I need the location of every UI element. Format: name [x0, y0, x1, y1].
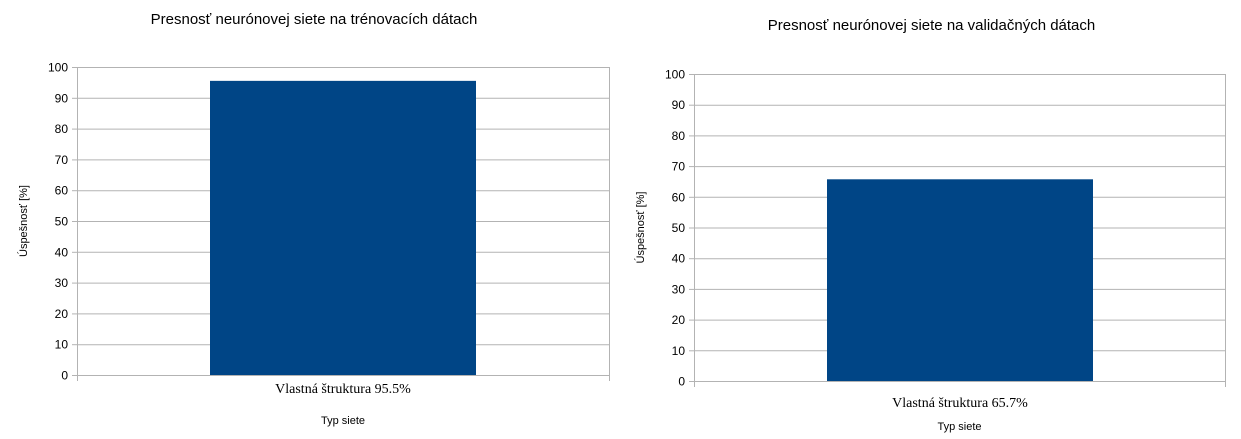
y-axis-title: Úspešnosť [%]: [17, 185, 30, 257]
y-tick-label: 90: [672, 98, 686, 112]
x-axis-title: Typ siete: [321, 415, 365, 427]
chart-title: Presnosť neurónovej siete na trénovacích…: [150, 11, 478, 28]
y-tick-label: 100: [48, 61, 68, 75]
y-tick-label: 60: [55, 184, 69, 198]
y-tick-label: 40: [55, 245, 69, 259]
y-tick-label: 60: [672, 190, 686, 204]
y-axis-title: Úspešnosť [%]: [634, 192, 647, 264]
y-tick-label: 50: [55, 215, 69, 229]
y-tick-label: 30: [55, 276, 69, 290]
chart-title: Presnosť neurónovej siete na validačných…: [767, 17, 1096, 34]
y-tick-label: 100: [665, 68, 685, 82]
x-category-label: Vlastná štruktura 65.7%: [892, 396, 1028, 411]
y-tick-label: 90: [55, 91, 69, 105]
y-tick-label: 70: [672, 160, 686, 174]
y-tick-label: 10: [55, 338, 69, 352]
y-tick-label: 80: [672, 129, 686, 143]
y-tick-label: 20: [55, 307, 69, 321]
y-tick-label: 10: [672, 344, 686, 358]
bar: [827, 179, 1093, 381]
chart-training-accuracy: Presnosť neurónovej siete na trénovacích…: [0, 0, 620, 439]
y-tick-label: 70: [55, 153, 69, 167]
bar: [210, 80, 476, 376]
y-tick-label: 80: [55, 122, 69, 136]
y-tick-label: 0: [61, 369, 68, 383]
chart-plot: 0 10 20 30 40 50 60 70 80 90 100 Vlastná štruktura …: [634, 68, 1226, 433]
y-tick-label: 40: [672, 252, 686, 266]
x-category-label: Vlastná štruktura 95.5%: [275, 382, 411, 397]
y-tick-label: 30: [672, 282, 686, 296]
chart-plot: 0 10 20 30 40 50 60 70 80 90 100 Vlastná štruktura …: [17, 61, 610, 427]
chart-validation-accuracy: Presnosť neurónovej siete na validačných…: [620, 0, 1241, 439]
x-axis-title: Typ siete: [937, 421, 981, 433]
y-tick-label: 50: [672, 221, 686, 235]
y-tick-label: 20: [672, 313, 686, 327]
y-tick-label: 0: [678, 375, 685, 389]
